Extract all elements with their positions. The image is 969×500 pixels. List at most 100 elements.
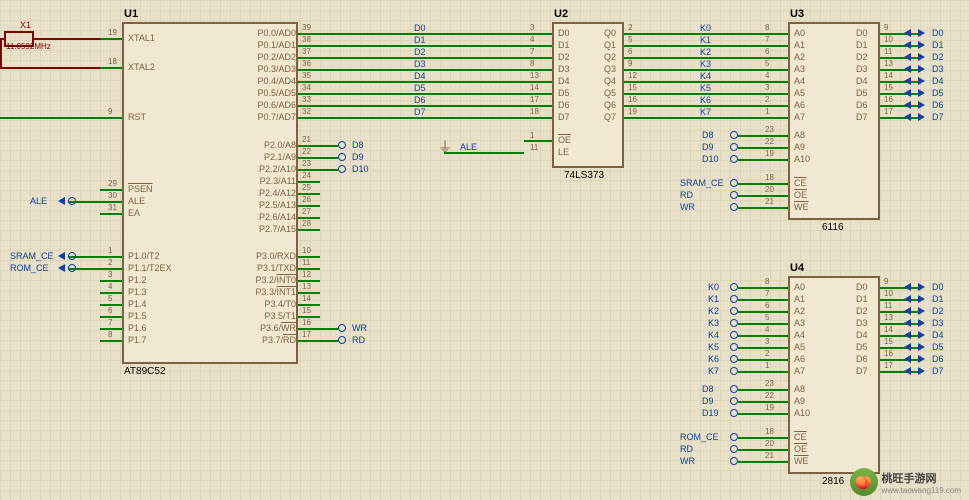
wire-u2-oe: [524, 140, 552, 142]
wire-u3-a10: [738, 159, 788, 161]
pin-label-u2-d3: D3: [558, 64, 570, 74]
net-u4-WE: WR: [680, 456, 695, 466]
wire-u4-a5: [738, 347, 788, 349]
pin-num-u1-psen: 29: [108, 179, 117, 188]
term-u4-d2-i: [904, 307, 911, 315]
net-u4-d7: D7: [932, 366, 944, 376]
pin-num-u3-oe: 20: [765, 185, 774, 194]
net-u4-k2: K2: [708, 306, 719, 316]
wire-k4: [624, 81, 760, 83]
wire-u3-a7: [760, 117, 788, 119]
pin-label-u1-ea: EA: [128, 208, 140, 218]
pin-label-u1-p22: P2.2/A10: [259, 164, 296, 174]
net-u4-k5: K5: [708, 342, 719, 352]
wire-rst: [0, 117, 100, 119]
wire-d0-u1u2: [298, 33, 524, 35]
net-d8: D8: [352, 140, 364, 150]
net-u3-d6: D6: [932, 100, 944, 110]
net-k3: K3: [700, 59, 711, 69]
term-rom_ce-u1c: [68, 264, 76, 272]
pin-num-u4-d1: 10: [884, 289, 893, 298]
net-u3-d4: D4: [932, 76, 944, 86]
pin-num-u2-d1: 4: [530, 35, 534, 44]
pin-label-u4-A9: A9: [794, 396, 805, 406]
net-u4-k1: K1: [708, 294, 719, 304]
pin-num-u1-p24: 25: [302, 183, 311, 192]
pin-stub-u1-p17: [100, 340, 122, 342]
net-u4-OE: RD: [680, 444, 693, 454]
term-rom_ce-u1l: [58, 264, 65, 272]
pin-label-u3-a10: A10: [794, 154, 810, 164]
term-u4-d6-i: [904, 355, 911, 363]
pin-label-u4-A10: A10: [794, 408, 810, 418]
wire-u4-a3: [738, 323, 788, 325]
pin-label-u1-p16: P1.6: [128, 323, 147, 333]
term-sram_ce-u1c: [68, 252, 76, 260]
pin-num-u3-a3: 5: [765, 59, 769, 68]
net-d5-bus: D5: [414, 83, 426, 93]
net-u4-CE: ROM_CE: [680, 432, 719, 442]
term-u3-oe: [730, 191, 738, 199]
pin-num-u2-d2: 7: [530, 47, 534, 56]
term-u4-A8: [730, 385, 738, 393]
term-u4-d7-i: [904, 367, 911, 375]
pin-num-u2-d7: 18: [530, 107, 539, 116]
u1-ref: U1: [124, 8, 138, 20]
pin-num-u1-p33: 13: [302, 282, 311, 291]
term-u4-d7-o: [918, 367, 925, 375]
pin-label-u3-a4: A4: [794, 76, 805, 86]
wire-u3-a9: [738, 147, 788, 149]
pin-num-u4-a6: 2: [765, 349, 769, 358]
term-u4-d5-i: [904, 343, 911, 351]
pin-num-u2-q7: 19: [628, 107, 637, 116]
net-d6-bus: D6: [414, 95, 426, 105]
term-u4-d5-o: [918, 343, 925, 351]
pin-num-u3-d4: 14: [884, 71, 893, 80]
pin-label-u1-p13: P1.3: [128, 287, 147, 297]
pin-num-u1-p04: 35: [302, 71, 311, 80]
pin-num-u3-d2: 11: [884, 47, 892, 56]
pin-label-u4-a2: A2: [794, 306, 805, 316]
wire-d7-u1u2: [298, 117, 524, 119]
pin-num-u2-q6: 16: [628, 95, 637, 104]
net-u4-d6: D6: [932, 354, 944, 364]
pin-num-u4-CE: 18: [765, 427, 774, 436]
pin-label-u1-rst: RST: [128, 112, 146, 122]
wire-d9: [298, 157, 338, 159]
pin-num-u4-d2: 11: [884, 301, 892, 310]
pin-num-u1-p27: 28: [302, 219, 311, 228]
pin-num-u1-p01: 38: [302, 35, 311, 44]
pin-num-u1-p34: 14: [302, 294, 311, 303]
pin-label-u4-CE: CE: [794, 432, 807, 442]
pin-label-u4-d2: D2: [856, 306, 868, 316]
pin-num-u1-p26: 27: [302, 207, 311, 216]
wire-u2-d2: [524, 57, 552, 59]
pin-label-u2-d6: D6: [558, 100, 570, 110]
net-k5: K5: [700, 83, 711, 93]
pin-label-u2-d1: D1: [558, 40, 570, 50]
pin-num-u1-p13: 4: [108, 282, 112, 291]
pin-label-u3-a7: A7: [794, 112, 805, 122]
u2-le-l: LE: [558, 147, 569, 157]
term-ale-u1c: [68, 197, 76, 205]
pin-label-u3-a5: A5: [794, 88, 805, 98]
net-d10: D10: [352, 164, 369, 174]
net-u4-A8: D8: [702, 384, 714, 394]
u2-oe-l: OE: [558, 135, 571, 145]
pin-num-u1-p03: 36: [302, 59, 311, 68]
term-u4-d0-i: [904, 283, 911, 291]
term-d9: [338, 153, 346, 161]
net-u4-d5: D5: [932, 342, 944, 352]
pin-num-u1-p12: 3: [108, 270, 112, 279]
net-u3-d2: D2: [932, 52, 944, 62]
net-u4-A10: D19: [702, 408, 719, 418]
net-d1-bus: D1: [414, 35, 426, 45]
pin-label-u1-p10: P1.0/T2: [128, 251, 160, 261]
wire-u4-a0: [738, 287, 788, 289]
pin-stub-u1-rst: [100, 117, 122, 119]
pin-num-u1-p30: 10: [302, 246, 311, 255]
pin-label-u2-d0: D0: [558, 28, 570, 38]
pin-label-u2-q0: Q0: [604, 28, 616, 38]
term-u4-a5: [730, 343, 738, 351]
pin-label-u1-p30: P3.0/RXD: [256, 251, 296, 261]
